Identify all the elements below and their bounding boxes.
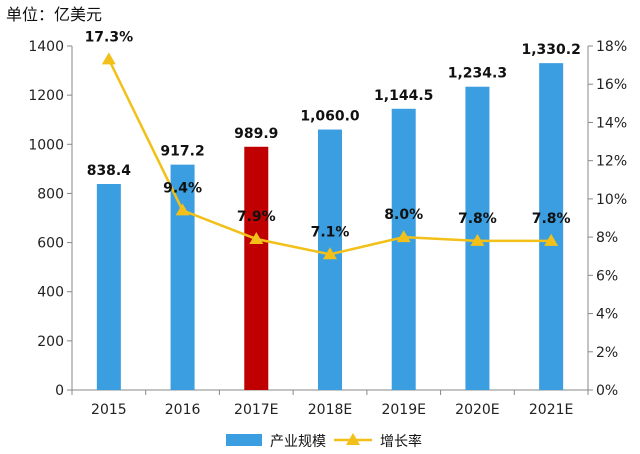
bar	[539, 63, 564, 391]
line-point	[175, 203, 190, 216]
x-tick-label: 2017E	[234, 402, 278, 418]
line-point	[396, 230, 411, 243]
bar	[244, 146, 269, 390]
legend-label-bar: 产业规模	[270, 434, 326, 450]
left-tick-label: 0	[55, 383, 64, 399]
right-tick-label: 8%	[596, 230, 618, 246]
left-tick-label: 1000	[28, 137, 64, 153]
line-point	[544, 233, 559, 246]
line-point	[470, 233, 485, 246]
right-tick-label: 6%	[596, 268, 618, 284]
line-value-label: 17.3%	[85, 29, 134, 45]
line-point	[249, 232, 264, 245]
axes: 0 200 400 600 800 1000 1200 1400 0% 2% 4% 6% 8% 10% 12…	[28, 39, 627, 418]
left-tick-label: 1400	[28, 39, 64, 55]
left-tick-label: 200	[37, 334, 64, 350]
legend: 产业规模 增长率	[226, 433, 422, 450]
x-tick-label: 2018E	[308, 402, 352, 418]
right-tick-label: 16%	[596, 77, 627, 93]
right-tick-label: 10%	[596, 192, 627, 208]
line-value-label: 7.8%	[532, 211, 571, 227]
right-tick-label: 4%	[596, 307, 618, 323]
right-tick-label: 12%	[596, 154, 627, 170]
x-tick-label: 2019E	[381, 402, 425, 418]
line-value-label: 7.1%	[311, 224, 350, 240]
x-tick-label: 2016	[165, 402, 201, 418]
bar	[96, 183, 121, 390]
right-tick-label: 14%	[596, 115, 627, 131]
left-tick-label: 600	[37, 236, 64, 252]
line-value-label: 7.9%	[237, 209, 276, 225]
bar-value-label: 1,234.3	[448, 66, 507, 82]
legend-swatch-bar	[226, 434, 262, 446]
value-labels: 838.4 917.2 989.9 1,060.0 1,144.5 1,234.3 1,33…	[85, 29, 581, 240]
bar	[318, 129, 342, 391]
right-tick-label: 0%	[596, 383, 618, 399]
right-tick-label: 18%	[596, 39, 627, 55]
x-tick-label: 2020E	[455, 402, 499, 418]
bar-value-label: 1,144.5	[374, 88, 433, 104]
line-point	[323, 247, 337, 260]
line-point	[101, 52, 116, 65]
bar	[170, 164, 195, 390]
line-value-label: 9.4%	[163, 180, 202, 196]
left-tick-label: 800	[37, 186, 64, 202]
unit-label: 单位：亿美元	[6, 5, 102, 24]
bar	[391, 108, 416, 390]
x-tick-label: 2021E	[529, 402, 573, 418]
left-tick-label: 400	[37, 285, 64, 301]
bar-series	[96, 63, 564, 391]
bar-value-label: 989.9	[234, 126, 278, 142]
line-value-label: 8.0%	[384, 207, 423, 223]
bar-value-label: 917.2	[160, 144, 204, 160]
bar-value-label: 1,330.2	[521, 42, 580, 58]
bar-value-label: 838.4	[87, 163, 132, 179]
legend-marker-line	[346, 433, 360, 445]
line-value-label: 7.8%	[458, 211, 497, 227]
x-tick-label: 2015	[91, 402, 127, 418]
bar-value-label: 1,060.0	[300, 109, 360, 125]
right-tick-label: 2%	[596, 345, 618, 361]
line-series	[101, 52, 559, 260]
legend-label-line: 增长率	[380, 433, 422, 450]
left-tick-label: 1200	[28, 88, 64, 104]
